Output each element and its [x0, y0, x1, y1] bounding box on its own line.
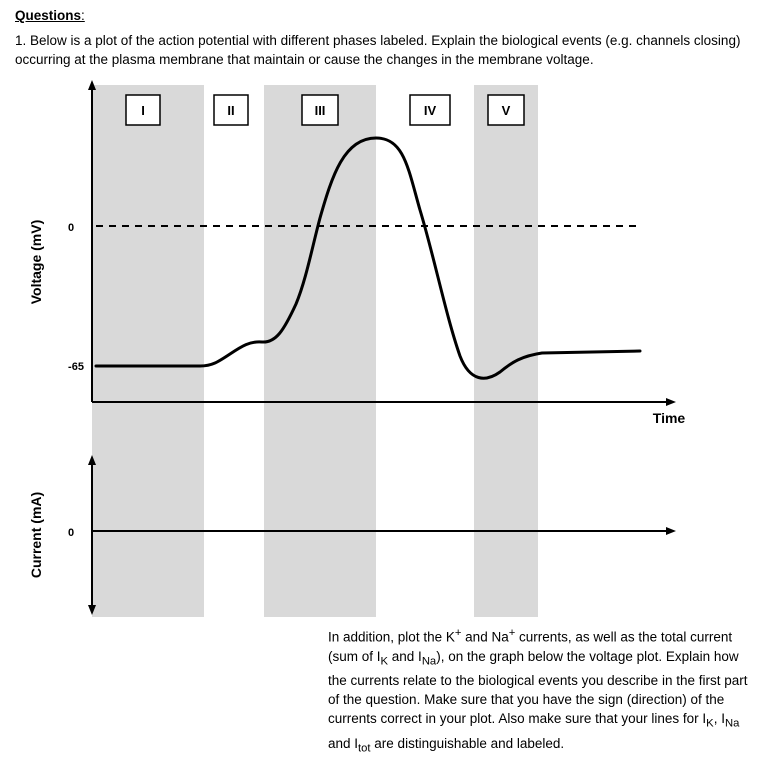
phase-band-I — [92, 85, 204, 617]
current-y-arrow-down — [88, 605, 96, 615]
current-plot-instructions: In addition, plot the K+ and Na+ current… — [328, 627, 748, 755]
voltage-tick-zero: 0 — [68, 222, 74, 234]
phase-label-II: II — [213, 94, 249, 126]
svg-text:III: III — [315, 103, 326, 118]
current-y-arrow-up — [88, 455, 96, 465]
phase-label-I: I — [125, 94, 161, 126]
voltage-y-label: Voltage (mV) — [28, 220, 44, 305]
phase-label-IV: IV — [409, 94, 451, 126]
current-y-label: Current (mA) — [28, 492, 44, 578]
action-potential-figure: I II III IV V 0 -65 Voltage (mV) Time 0 … — [28, 80, 686, 617]
current-x-arrow — [666, 527, 676, 535]
phase-label-V: V — [487, 94, 525, 126]
voltage-tick-rest: -65 — [68, 361, 84, 373]
action-potential-curve — [94, 136, 642, 380]
svg-text:IV: IV — [424, 103, 437, 118]
voltage-y-arrow — [88, 80, 96, 90]
svg-text:II: II — [227, 103, 234, 118]
question-1-text: 1. Below is a plot of the action potenti… — [15, 33, 741, 67]
questions-heading: Questions: — [15, 8, 85, 23]
time-x-label: Time — [653, 410, 686, 426]
voltage-x-arrow — [666, 398, 676, 406]
phase-label-III: III — [301, 94, 339, 126]
current-tick-zero: 0 — [68, 527, 74, 539]
phase-band-V — [474, 85, 538, 617]
svg-text:V: V — [502, 103, 511, 118]
phase-band-III — [264, 85, 376, 617]
svg-text:I: I — [141, 103, 145, 118]
